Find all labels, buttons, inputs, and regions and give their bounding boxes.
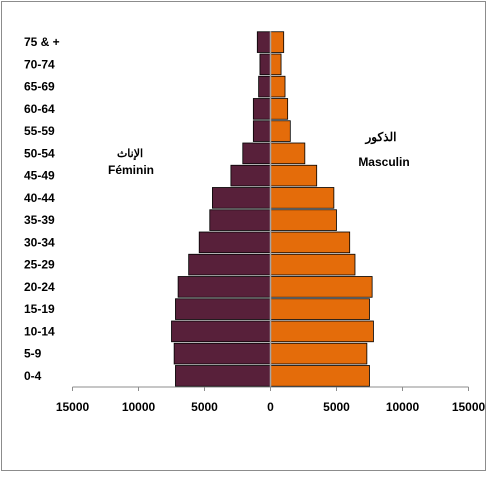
y-tick-label: 40-44 (24, 191, 55, 205)
bar-male-11 (270, 120, 291, 142)
bar-male-6 (270, 231, 351, 254)
x-tick-label: 10000 (386, 400, 420, 414)
y-tick-label: 5-9 (24, 347, 42, 361)
bar-female-9 (230, 164, 271, 187)
y-tick-label: 0-4 (24, 369, 42, 383)
bar-male-10 (270, 142, 306, 165)
y-tick-label: 30-34 (24, 235, 55, 249)
bar-male-1 (270, 342, 368, 365)
series-label-female-ar: الإناث (117, 148, 143, 161)
bar-female-4 (177, 276, 271, 298)
bar-female-15 (256, 31, 271, 53)
series-label-female: Féminin (108, 163, 154, 177)
bar-male-5 (270, 253, 356, 276)
x-tick-label: 15000 (56, 400, 90, 414)
bar-male-12 (270, 98, 289, 120)
bar-female-7 (209, 209, 271, 231)
bar-male-8 (270, 187, 335, 209)
series-labels: الإناث Féminin الذكور Masculin (108, 130, 410, 177)
series-label-male-ar: الذكور (365, 130, 397, 145)
y-tick-label: 75 & + (24, 35, 60, 49)
bar-male-15 (270, 31, 285, 53)
y-tick-label: 25-29 (24, 258, 55, 272)
y-tick-labels: 0-4 5-9 10-14 15-19 20-24 25-29 30-34 35-39 40-4… (24, 35, 60, 383)
bar-male-3 (270, 298, 370, 320)
bar-female-6 (198, 231, 271, 254)
bar-female-14 (259, 53, 271, 76)
y-tick-label: 70-74 (24, 57, 55, 71)
bar-male-4 (270, 276, 373, 298)
bar-female-2 (171, 320, 271, 343)
y-tick-label: 65-69 (24, 80, 55, 94)
y-tick-label: 50-54 (24, 146, 55, 160)
bar-male-7 (270, 209, 337, 231)
y-tick-label: 35-39 (24, 213, 55, 227)
bar-female-1 (173, 342, 271, 365)
chart-frame: 0-4 5-9 10-14 15-19 20-24 25-29 30-34 35-39 40-4… (1, 1, 486, 471)
population-pyramid-chart: 0-4 5-9 10-14 15-19 20-24 25-29 30-34 35-39 40-4… (24, 31, 486, 414)
bar-female-10 (242, 142, 271, 165)
bar-male-13 (270, 75, 286, 98)
y-tick-label: 15-19 (24, 302, 55, 316)
bar-male-2 (270, 320, 374, 343)
bar-female-0 (175, 365, 271, 387)
bar-female-8 (212, 187, 271, 209)
y-tick-label: 60-64 (24, 102, 55, 116)
x-axis: 15000 10000 5000 0 5000 10000 15000 (56, 386, 486, 414)
bar-female-3 (175, 298, 271, 320)
bar-male-0 (270, 365, 370, 387)
x-tick-label: 5000 (323, 400, 350, 414)
bar-female-12 (252, 98, 271, 120)
x-tick-label: 5000 (191, 400, 218, 414)
bar-female-13 (258, 75, 271, 98)
bar-female-5 (188, 253, 271, 276)
x-tick-label: 0 (267, 400, 274, 414)
x-tick-label: 10000 (122, 400, 156, 414)
y-tick-label: 45-49 (24, 169, 55, 183)
series-label-male: Masculin (358, 155, 409, 169)
bar-male-9 (270, 164, 318, 187)
bars-group (171, 31, 374, 387)
bar-female-11 (252, 120, 271, 142)
y-tick-label: 10-14 (24, 324, 55, 338)
x-tick-label: 15000 (452, 400, 486, 414)
bar-male-14 (270, 53, 282, 76)
y-tick-label: 55-59 (24, 124, 55, 138)
y-tick-label: 20-24 (24, 280, 55, 294)
